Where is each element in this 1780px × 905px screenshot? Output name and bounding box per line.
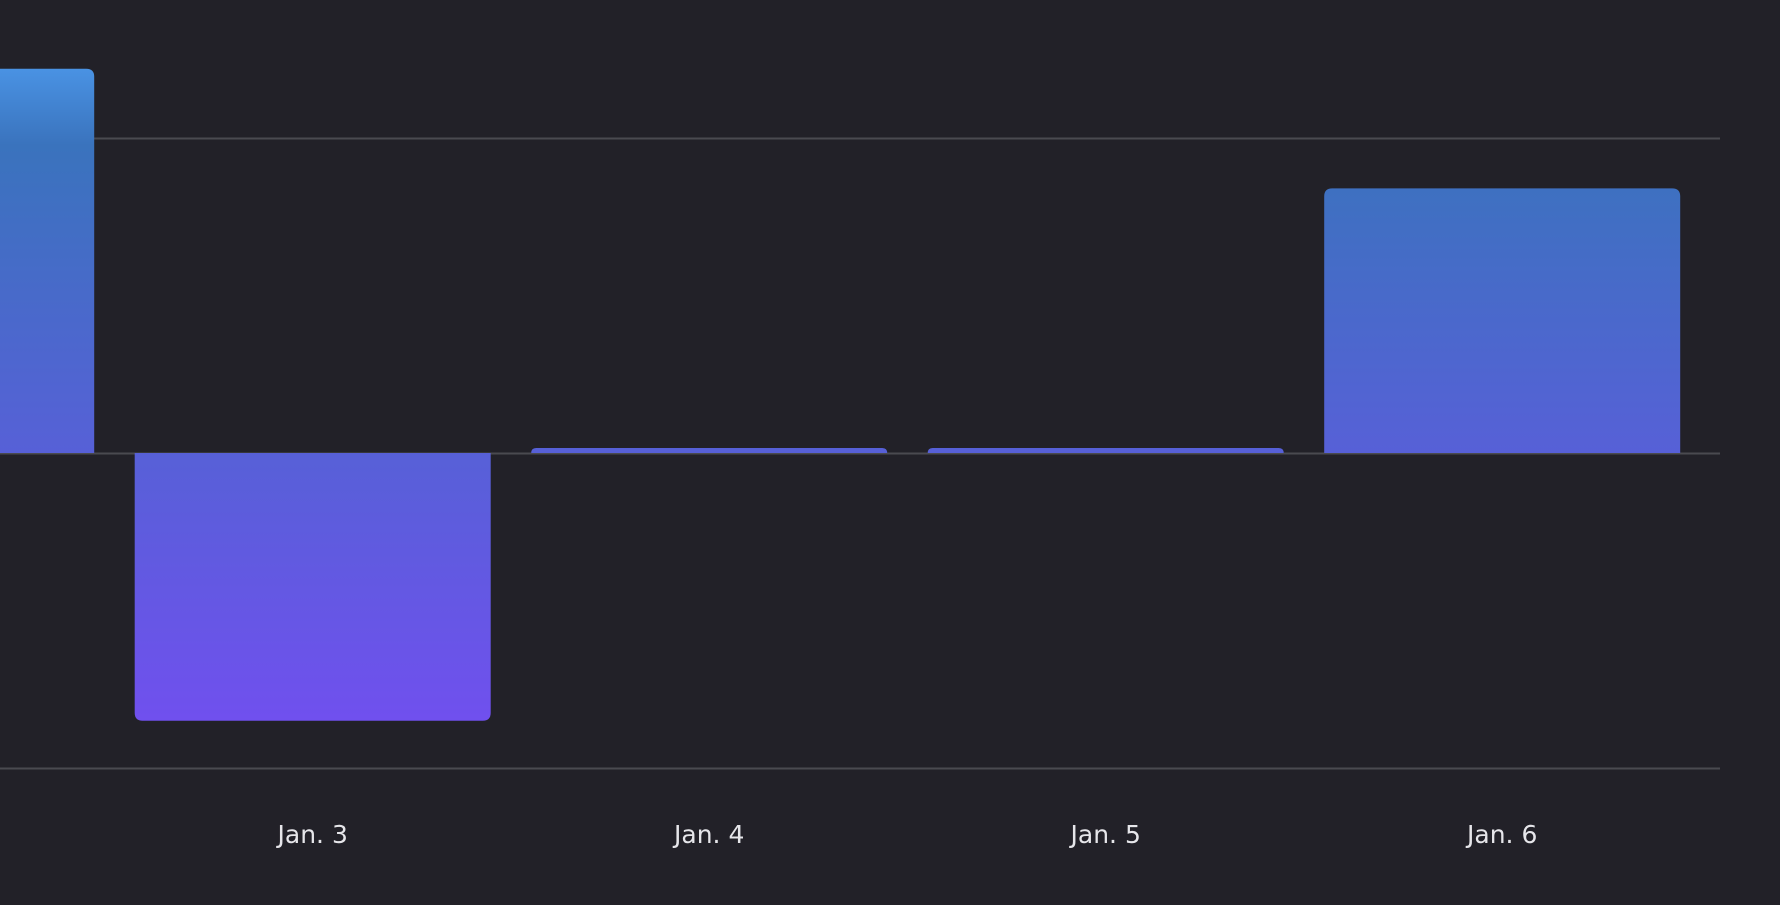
x-tick-label: Jan. 5 [1069, 820, 1141, 849]
x-tick-label: Jan. 4 [672, 820, 744, 849]
bar-4[interactable] [927, 448, 1284, 453]
bars [0, 68, 1681, 721]
bar-3[interactable] [531, 448, 888, 453]
bar-5[interactable] [1324, 188, 1681, 453]
x-axis-tick-labels: Jan. 3 Jan. 4 Jan. 5 Jan. 6 [276, 820, 1538, 849]
bar-2[interactable] [134, 453, 491, 721]
x-tick-label: Jan. 6 [1465, 820, 1537, 849]
x-tick-label: Jan. 3 [276, 820, 348, 849]
bar-1[interactable] [0, 68, 95, 453]
